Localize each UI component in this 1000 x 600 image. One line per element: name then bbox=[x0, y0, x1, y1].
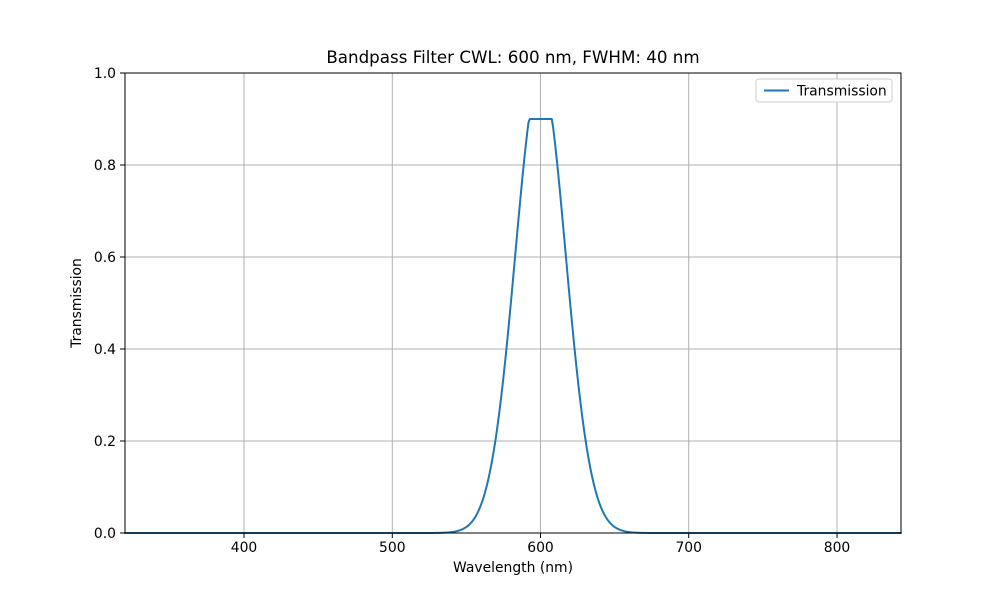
y-tick-label: 1.0 bbox=[94, 66, 116, 82]
y-tick-label: 0.2 bbox=[94, 434, 116, 450]
legend: Transmission bbox=[755, 78, 893, 103]
y-tick-label: 0.8 bbox=[94, 158, 116, 174]
x-tick-label: 500 bbox=[379, 540, 406, 556]
y-axis-label: Transmission bbox=[69, 258, 85, 349]
y-tick-label: 0.4 bbox=[94, 342, 116, 358]
tick-labels: 400 500 600 700 800 0.0 0.2 0.4 0.6 0.8 1.0 bbox=[94, 66, 850, 556]
x-axis-label: Wavelength (nm) bbox=[453, 560, 573, 576]
y-tick-label: 0.6 bbox=[94, 250, 116, 266]
x-tick-label: 700 bbox=[675, 540, 702, 556]
chart-title: Bandpass Filter CWL: 600 nm, FWHM: 40 nm bbox=[326, 47, 699, 67]
y-tick-label: 0.0 bbox=[94, 526, 116, 542]
x-tick-label: 400 bbox=[231, 540, 258, 556]
plot-area bbox=[125, 73, 901, 533]
axes-spines bbox=[124, 72, 902, 534]
x-tick-label: 800 bbox=[824, 540, 851, 556]
legend-entry-label: Transmission bbox=[796, 84, 887, 100]
tick-marks bbox=[120, 72, 838, 538]
x-tick-label: 600 bbox=[527, 540, 554, 556]
legend-box bbox=[755, 78, 893, 103]
